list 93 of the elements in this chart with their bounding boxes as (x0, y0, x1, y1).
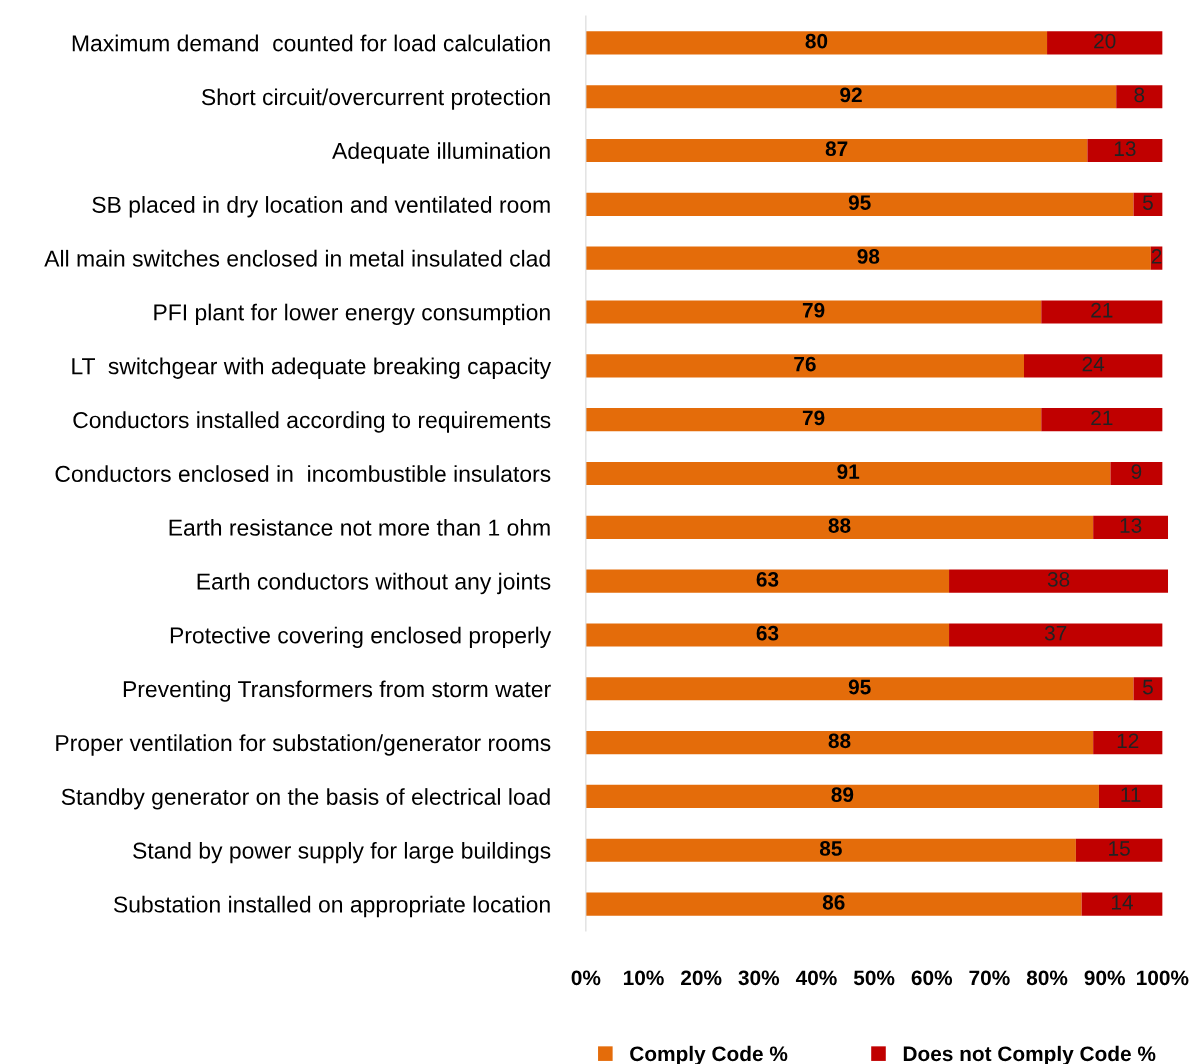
data-label: 5 (1142, 679, 1153, 695)
data-label: 86 (822, 894, 845, 910)
bar (1041, 300, 1163, 324)
bar (585, 461, 1111, 486)
y-tick-label: Earth conductors without any joints (197, 572, 551, 595)
y-tick-label: Standby generator on the basis of electrical load (61, 788, 550, 810)
data-label: 24 (1082, 356, 1105, 372)
x-tick-label: 20% (681, 970, 722, 986)
data-label: 87 (825, 141, 848, 157)
y-tick-label: Proper ventilation for substation/generator rooms (56, 734, 551, 756)
bar (1116, 85, 1163, 109)
y-tick-label: Conductors installed according to requirements (73, 411, 551, 433)
data-label: 15 (1109, 841, 1130, 856)
data-label: 91 (837, 464, 860, 480)
y-tick-label: Earth resistance not more than 1 ohm (169, 519, 550, 536)
data-label: 12 (1117, 733, 1139, 748)
bar (585, 569, 950, 593)
bar (1087, 138, 1163, 163)
bar (1110, 461, 1163, 486)
bar (585, 138, 1088, 163)
x-tick-label: 60% (911, 970, 953, 986)
bar (585, 408, 1042, 432)
data-label: 95 (848, 679, 871, 695)
y-tick-label: Preventing Transformers from storm water (123, 680, 551, 702)
data-label: 95 (848, 195, 871, 210)
bar (585, 731, 1094, 755)
bar (585, 677, 1134, 701)
y-tick-label: Adequate illumination (332, 142, 550, 164)
bar (585, 784, 1099, 809)
bar (585, 246, 1151, 270)
bar (585, 515, 1094, 539)
data-label: 98 (857, 249, 880, 264)
data-label: 14 (1112, 895, 1133, 910)
bar (1075, 838, 1163, 862)
data-label: 63 (756, 571, 779, 587)
data-label: 89 (831, 787, 854, 803)
bar (585, 623, 950, 647)
y-tick-label: SB placed in dry location and ventilated room (92, 196, 550, 218)
data-label: 88 (828, 733, 851, 749)
bar (1093, 515, 1169, 539)
bar (1047, 31, 1163, 55)
data-label: 20 (1094, 33, 1116, 49)
data-label: 76 (794, 356, 816, 372)
data-label: 13 (1120, 518, 1142, 533)
data-label: 92 (840, 87, 862, 103)
bar (1081, 892, 1163, 916)
data-label: 11 (1121, 787, 1141, 802)
y-tick-label: Substation installed on appropriate location (113, 895, 550, 918)
data-label: 63 (756, 625, 779, 641)
y-tick-label: Stand by power supply for large buildings (133, 841, 551, 864)
bar (1041, 408, 1163, 432)
bar (585, 300, 1042, 324)
x-tick-label: 80% (1026, 970, 1068, 986)
x-tick-label: 90% (1084, 970, 1125, 986)
bar (585, 85, 1117, 109)
y-tick-label: Conductors enclosed in incombustible insulators (55, 465, 551, 483)
data-label: 80 (805, 33, 828, 49)
bar (585, 31, 1048, 55)
data-label: 9 (1131, 464, 1142, 480)
data-label: 13 (1114, 141, 1136, 157)
x-tick-label: 100% (1137, 970, 1189, 986)
data-label: 38 (1047, 571, 1070, 587)
x-tick-label: 70% (969, 970, 1010, 986)
data-label: 79 (802, 302, 825, 318)
bar (1093, 731, 1163, 755)
x-tick-label: 40% (795, 970, 837, 986)
x-tick-label: 10% (623, 970, 664, 986)
data-label: 21 (1091, 410, 1113, 426)
y-tick-label: Maximum demand counted for load calculation (72, 34, 550, 52)
x-tick-label: 30% (738, 970, 780, 986)
y-tick-label: Short circuit/overcurrent protection (201, 88, 550, 110)
bar (949, 569, 1169, 593)
x-tick-label: 0% (571, 970, 601, 986)
x-tick-label: 50% (853, 970, 895, 986)
data-label: 8 (1134, 87, 1145, 103)
bar (1098, 784, 1163, 809)
bar (585, 192, 1134, 216)
data-label: 88 (828, 518, 851, 533)
y-tick-label: PFI plant for lower energy consumption (154, 303, 550, 326)
bar (1023, 354, 1163, 378)
data-label: 5 (1142, 195, 1153, 210)
y-tick-label: All main switches enclosed in metal insulated clad (44, 249, 550, 267)
data-label: 37 (1044, 625, 1067, 641)
y-tick-label: Protective covering enclosed properly (170, 626, 552, 649)
data-label: 85 (819, 841, 842, 856)
bar (585, 354, 1024, 378)
data-label: 2 (1151, 249, 1162, 264)
data-label: 21 (1091, 302, 1113, 318)
bar (585, 838, 1076, 862)
y-tick-label: LT switchgear with adequate breaking capacity (72, 357, 552, 379)
data-label: 79 (802, 410, 825, 426)
bar (585, 892, 1082, 916)
bar (949, 623, 1163, 647)
